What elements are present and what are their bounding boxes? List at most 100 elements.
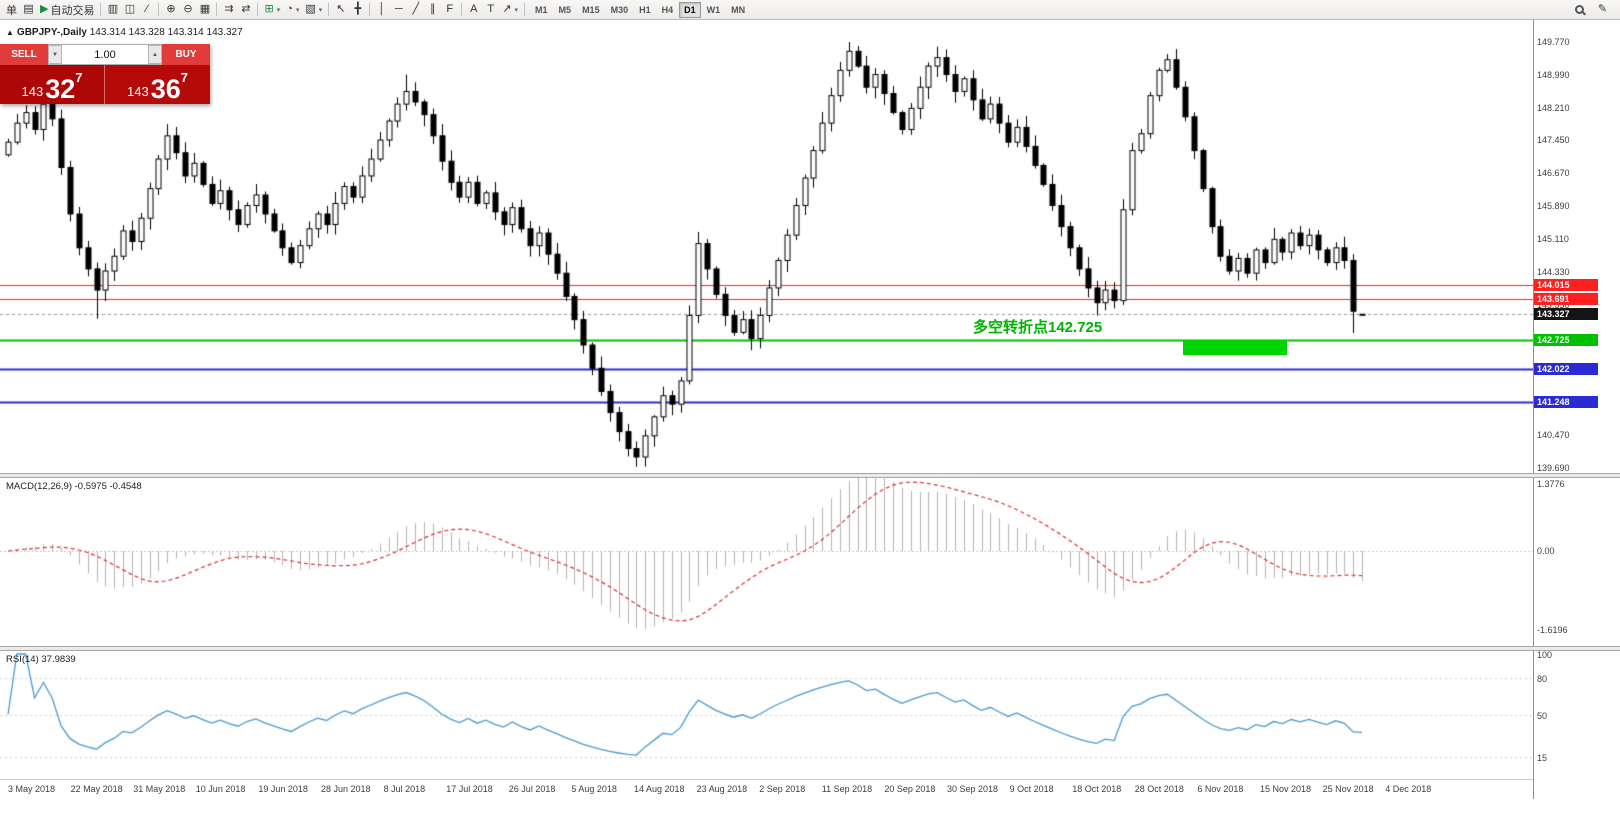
indicators-button: ⊞: [264, 3, 274, 15]
rsi-axis-label: 100: [1537, 650, 1553, 660]
macd-axis-label: 0.00: [1537, 546, 1555, 556]
toolbar-separator: [524, 3, 526, 16]
vertical-line-button[interactable]: │: [373, 2, 390, 18]
horizontal-line-button[interactable]: ─: [390, 2, 407, 18]
volume-input[interactable]: 1.00: [94, 48, 116, 61]
rsi-axis-label: 50: [1537, 710, 1548, 721]
timeframe-h1[interactable]: H1: [639, 4, 651, 15]
pivot-annotation-text[interactable]: 多空转折点142.725: [973, 319, 1103, 336]
zoom-out-icon: ⊖: [183, 3, 193, 15]
sell-button[interactable]: SELL: [0, 44, 48, 65]
toolbar-separator: [328, 3, 330, 16]
fibonacci-button[interactable]: F: [441, 2, 458, 18]
periods-button[interactable]: ◔ ▾: [283, 2, 302, 18]
price-axis-label: 144.330: [1537, 266, 1570, 277]
price-axis-label: 140.470: [1537, 430, 1570, 441]
date-axis-label: 9 Oct 2018: [1009, 784, 1054, 794]
zoom-in-button[interactable]: ⊕: [162, 2, 179, 18]
timeframe-m5[interactable]: M5: [558, 4, 572, 15]
cursor-button[interactable]: ↖: [332, 2, 349, 18]
time-scale[interactable]: 3 May 2018 22 May 2018 31 May 2018 10 Jun 2…: [0, 779, 1533, 799]
panel-separator[interactable]: [0, 473, 1620, 478]
trendline-button[interactable]: ╱: [407, 2, 424, 18]
text-label-button[interactable]: T: [482, 2, 499, 18]
date-axis-label: 26 Jul 2018: [508, 784, 556, 794]
chart-marker-icon: ▲: [6, 28, 14, 37]
date-axis-label: 20 Sep 2018: [884, 784, 936, 794]
bar-chart-button[interactable]: ▥: [104, 2, 121, 18]
timeframe-w1[interactable]: W1: [706, 4, 721, 15]
toolbar-separator: [461, 3, 463, 16]
crosshair-button[interactable]: ╋: [349, 2, 366, 18]
vertical-line-icon: │: [378, 3, 386, 15]
macd-axis-label: 1.3776: [1537, 479, 1565, 490]
rsi-panel-canvas[interactable]: [0, 651, 1533, 779]
channel-button[interactable]: ∥: [424, 2, 441, 18]
macd-panel-canvas[interactable]: [0, 478, 1533, 646]
tile-windows-button[interactable]: ▦: [196, 2, 213, 18]
zoom-in-icon: ⊕: [166, 3, 176, 15]
ohlc-readout: 143.314 143.328 143.314 143.327: [89, 27, 243, 38]
price-axis-label: 146.670: [1537, 168, 1570, 178]
timeframe-mn[interactable]: MN: [731, 4, 746, 15]
ask-price[interactable]: 143 36 7: [105, 65, 210, 104]
line-chart-button[interactable]: ∕: [138, 2, 155, 18]
zoom-out-button[interactable]: ⊖: [179, 2, 196, 18]
toolbar-separator: [216, 3, 218, 16]
bar-chart-icon: ▥: [107, 3, 119, 15]
chevron-down-icon: ▾: [318, 6, 323, 14]
date-axis-label: 28 Oct 2018: [1134, 784, 1184, 794]
volume-increase-button[interactable]: ▲: [148, 45, 162, 64]
line-chart-icon: ∕: [146, 3, 148, 15]
templates-button: ▧: [305, 3, 316, 15]
autotrading-button[interactable]: ▶ 自动交易: [37, 2, 97, 18]
templates-button[interactable]: ▧ ▾: [302, 2, 325, 18]
date-axis-label: 30 Sep 2018: [947, 784, 999, 794]
bid-pips: 32: [45, 74, 76, 105]
arrows-icon: ↗: [502, 3, 512, 15]
bid-price[interactable]: 143 32 7: [0, 65, 105, 104]
cursor-icon: ↖: [336, 3, 346, 15]
indicators-button[interactable]: ⊞ ▾: [261, 2, 283, 18]
date-axis-label: 2 Sep 2018: [759, 784, 806, 794]
auto-scroll-button[interactable]: ⇉: [220, 2, 237, 18]
chart-title: ▲ GBPJPY-,Daily 143.314 143.328 143.314 1…: [6, 27, 243, 38]
bid-pipette: 7: [75, 70, 83, 85]
buy-button[interactable]: BUY: [162, 44, 210, 65]
price-axis-label: 147.450: [1537, 135, 1570, 146]
price-axis-label: 145.110: [1537, 233, 1569, 244]
tile-windows-icon: ▦: [199, 3, 211, 15]
price-scale-border: [1533, 20, 1534, 799]
chart-window-icon: ▤: [23, 3, 34, 15]
price-chart-canvas[interactable]: [0, 20, 1533, 473]
highlight-rectangle[interactable]: [1183, 340, 1287, 355]
new-order-button[interactable]: 单: [3, 2, 20, 18]
rsi-value: 37.9839: [41, 654, 76, 665]
text-button[interactable]: A: [465, 2, 482, 18]
candlestick-chart-icon: ◫: [124, 3, 136, 15]
arrows-button[interactable]: ↗ ▾: [499, 2, 521, 18]
one-click-trading-panel: SELL ▼ 1.00 ▲ BUY 143 32 7 143 36 7: [0, 44, 210, 104]
panel-separator[interactable]: [0, 646, 1620, 651]
timeframe-d1[interactable]: D1: [679, 1, 701, 18]
timeframe-m1[interactable]: M1: [535, 4, 548, 15]
text-icon: A: [470, 3, 478, 15]
price-axis-label: 148.990: [1537, 69, 1570, 80]
chart-window-button[interactable]: ▤: [20, 2, 37, 18]
ask-pipette: 7: [180, 70, 188, 85]
timeframe-h4[interactable]: H4: [661, 4, 674, 15]
candlestick-chart-button[interactable]: ◫: [121, 2, 138, 18]
chart-shift-button[interactable]: ⇄: [237, 2, 254, 18]
edit-button[interactable]: ✎: [1594, 2, 1611, 18]
timeframe-m15[interactable]: M15: [582, 4, 600, 15]
timeframe-m30[interactable]: M30: [610, 4, 629, 15]
price-axis-label: 149.770: [1537, 37, 1570, 47]
chart-shift-icon: ⇄: [241, 3, 251, 15]
toolbar-separator: [257, 3, 259, 16]
channel-icon: ∥: [430, 3, 436, 15]
price-axis-label: 139.690: [1537, 462, 1570, 473]
rsi-name: RSI(14): [6, 654, 39, 665]
date-axis-label: 5 Aug 2018: [571, 784, 617, 794]
volume-decrease-button[interactable]: ▼: [48, 45, 62, 64]
search-button[interactable]: [1571, 2, 1588, 18]
